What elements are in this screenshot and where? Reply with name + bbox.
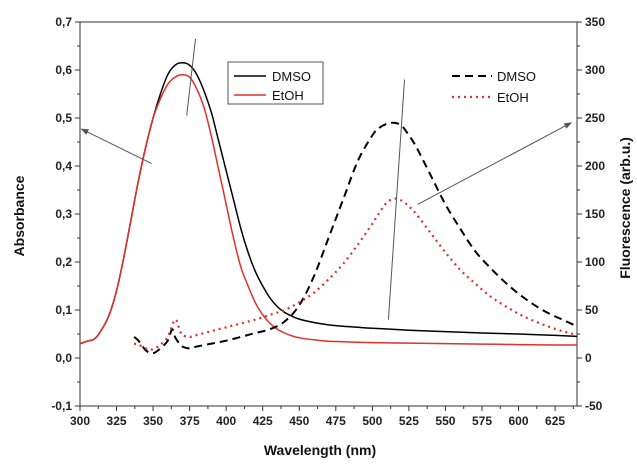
- y-right-tick-label: 150: [585, 207, 605, 221]
- legend-absorbance-label-etoh: EtOH: [272, 88, 304, 103]
- y-left-tick-label: 0,4: [55, 159, 72, 173]
- y-right-tick-label: 100: [585, 255, 605, 269]
- y-left-tick-label: 0,5: [55, 111, 72, 125]
- y-right-tick-label: -50: [585, 399, 603, 413]
- legend-fluorescence-label-dmso: DMSO: [497, 69, 536, 84]
- x-axis-title: Wavelength (nm): [264, 442, 376, 458]
- x-tick-label: 575: [472, 414, 492, 428]
- y-right-tick-label: 0: [585, 351, 592, 365]
- series-line-dmso-fluorescence: [133, 121, 577, 355]
- y-axis-right-title: Fluorescence (arb.u.): [617, 137, 633, 279]
- peak-marker-line-absorbance: [186, 38, 196, 116]
- x-tick-label: 300: [70, 414, 90, 428]
- y-left-tick-label: 0,7: [55, 15, 72, 29]
- x-tick-label: 425: [253, 414, 273, 428]
- y-left-tick-label: 0,3: [55, 207, 72, 221]
- y-left-tick-label: 0,1: [55, 303, 72, 317]
- x-tick-label: 475: [326, 414, 346, 428]
- x-tick-label: 375: [180, 414, 200, 428]
- y-left-tick-label: 0,6: [55, 63, 72, 77]
- series-line-etoh-fluorescence: [133, 197, 577, 351]
- annotations: [80, 38, 573, 320]
- series-line-etoh-absorbance: [80, 74, 577, 346]
- legend-absorbance-frame: [227, 61, 324, 105]
- x-tick-label: 350: [143, 414, 163, 428]
- y-right-tick-label: 350: [585, 15, 605, 29]
- x-tick-label: 450: [289, 414, 309, 428]
- legend-fluorescence: DMSO EtOH: [452, 69, 536, 105]
- axis-ticks: 300 325 350 375 400 425 450 475 500 525 550 575 600 6…: [51, 15, 605, 428]
- x-tick-label: 525: [399, 414, 419, 428]
- y-right-tick-label: 50: [585, 303, 599, 317]
- peak-marker-line-fluorescence: [387, 79, 406, 320]
- y-left-tick-label: 0,2: [55, 255, 72, 269]
- x-tick-label: 625: [545, 414, 565, 428]
- legend-absorbance-label-dmso: DMSO: [272, 69, 311, 84]
- y-left-tick-label: 0,0: [55, 351, 72, 365]
- y-left-tick-label: -0,1: [51, 399, 72, 413]
- x-tick-label: 325: [107, 414, 127, 428]
- y-right-tick-label: 300: [585, 63, 605, 77]
- x-tick-label: 600: [509, 414, 529, 428]
- x-tick-label: 500: [362, 414, 382, 428]
- x-tick-label: 400: [216, 414, 236, 428]
- x-tick-label: 550: [435, 414, 455, 428]
- y-right-tick-label: 200: [585, 159, 605, 173]
- y-right-tick-label: 250: [585, 111, 605, 125]
- series-layer: [80, 62, 577, 355]
- y-axis-left-title: Absorbance: [11, 175, 27, 256]
- legend-absorbance: DMSO EtOH: [227, 61, 324, 105]
- annotation-arrow-absorbance-axis: [80, 128, 152, 165]
- annotation-arrow-fluorescence-axis: [417, 122, 573, 205]
- legend-fluorescence-label-etoh: EtOH: [497, 90, 529, 105]
